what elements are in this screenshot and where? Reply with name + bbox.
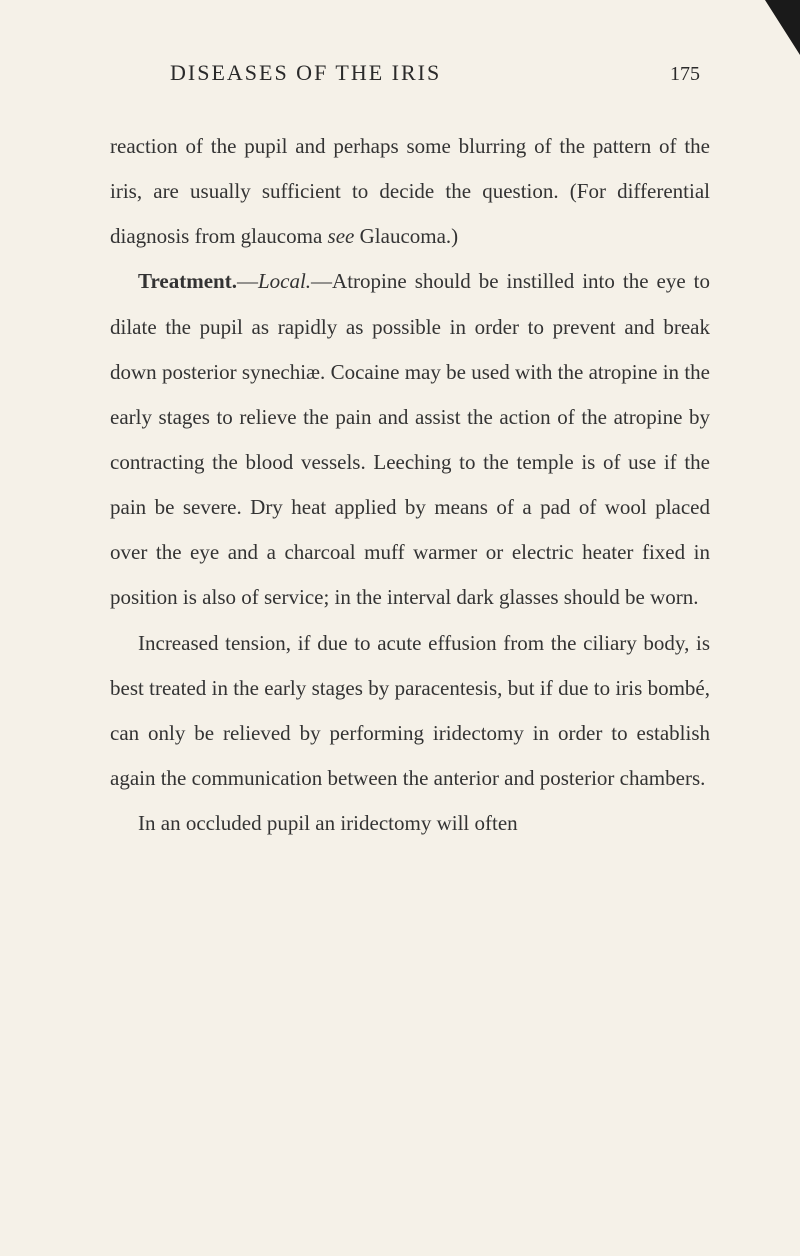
page-header: DISEASES OF THE IRIS 175 [110,60,710,86]
p2-bold: Treatment. [138,269,237,293]
p2-dash1: — [237,269,258,293]
paragraph-2: Treatment.—Local.—Atropine should be ins… [110,259,710,620]
paragraph-3: Increased tension, if due to acute effus… [110,621,710,802]
paragraph-4: In an occluded pupil an iridectomy will … [110,801,710,846]
header-title: DISEASES OF THE IRIS [170,60,441,86]
p3-text: Increased tension, if due to acute effus… [110,631,710,790]
page-corner-fold [765,0,800,55]
p2-italic: Local. [258,269,311,293]
p1-italic: see [328,224,355,248]
paragraph-1: reaction of the pupil and perhaps some b… [110,124,710,259]
body-text: reaction of the pupil and perhaps some b… [110,124,710,846]
page-number: 175 [670,63,700,86]
p1-end: Glaucoma.) [354,224,458,248]
p4-text: In an occluded pupil an iridectomy will … [138,811,518,835]
page-content: DISEASES OF THE IRIS 175 reaction of the… [0,0,800,906]
p2-text: —Atropine should be instilled into the e… [110,269,710,609]
